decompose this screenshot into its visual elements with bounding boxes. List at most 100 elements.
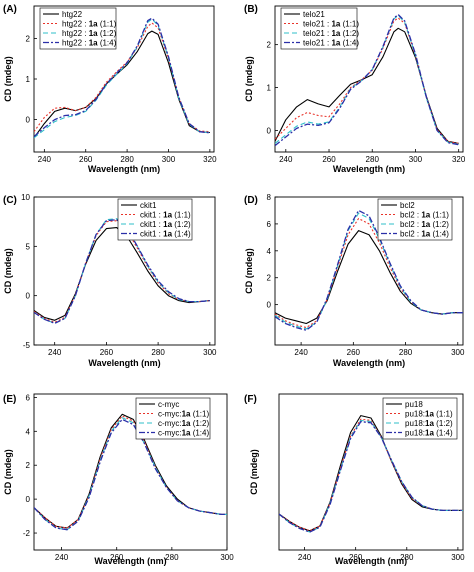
y-tick-label: 6: [267, 220, 272, 229]
panel-label: (B): [244, 4, 258, 15]
legend-entry-ratio: (1:1): [430, 211, 449, 220]
series-line-0: [34, 227, 210, 321]
legend-box: [280, 7, 358, 50]
legend-entry-ratio: (1:4): [340, 39, 359, 48]
legend-entry-ligand: 1a: [425, 419, 434, 428]
x-tick-label: 280: [400, 553, 414, 562]
legend-entry-prefix: telo21 :: [303, 20, 331, 29]
legend-entry: htg22 : 1a (1:4): [62, 39, 117, 48]
legend-entry: c-myc: [158, 400, 179, 409]
x-tick-label: 240: [298, 553, 312, 562]
legend-entry-ligand: 1a: [89, 29, 98, 38]
y-tick-label: 0: [26, 116, 31, 125]
y-tick-label: 5: [26, 242, 31, 251]
legend-entry-prefix: c-myc:: [158, 410, 182, 419]
legend-entry-ratio: (1:2): [430, 220, 449, 229]
x-tick-label: 300: [409, 155, 423, 164]
plot-frame: [33, 393, 228, 551]
legend-entry-ligand: 1a: [89, 20, 98, 29]
plot-frame: [274, 196, 464, 346]
legend-entry: ckit1 : 1a (1:4): [140, 230, 191, 239]
legend-entry-ratio: (1:2): [190, 419, 209, 428]
plot-frame: [278, 393, 464, 551]
y-tick-label: 0: [26, 495, 31, 504]
legend-entry-prefix: bcl2 :: [400, 220, 421, 229]
legend-entry: bcl2 : 1a (1:1): [400, 211, 449, 220]
legend-entry: bcl2 : 1a (1:2): [400, 220, 449, 229]
x-axis-label: Wavelength (nm): [88, 358, 160, 368]
legend-entry-prefix: pu18:: [405, 410, 425, 419]
legend-entry-prefix: ckit1 :: [140, 230, 163, 239]
y-tick-label: 2: [267, 274, 272, 283]
x-tick-label: 260: [347, 348, 361, 357]
panel-label: (C): [3, 195, 17, 206]
x-tick-label: 260: [349, 553, 363, 562]
series-line-3: [275, 13, 459, 147]
x-tick-label: 260: [322, 155, 336, 164]
legend-entry-ligand: 1a: [163, 230, 172, 239]
legend-entry: ckit1: [140, 201, 157, 210]
y-tick-label: 1: [26, 75, 31, 84]
x-tick-label: 280: [165, 553, 179, 562]
legend-entry: c-myc:1a (1:1): [158, 410, 209, 419]
legend-entry-prefix: bcl2 :: [400, 230, 421, 239]
legend-entry: bcl2: [400, 201, 415, 210]
x-tick-label: 240: [279, 155, 293, 164]
legend-entry-ratio: (1:4): [190, 429, 209, 438]
legend-entry-ratio: (1:1): [98, 20, 117, 29]
legend-entry-prefix: ckit1 :: [140, 220, 163, 229]
legend-entry-ratio: (1:4): [434, 429, 453, 438]
x-tick-label: 280: [120, 155, 134, 164]
legend-entry-ratio: (1:1): [434, 410, 453, 419]
series-line-1: [275, 217, 463, 329]
legend-entry-ligand: 1a: [182, 419, 191, 428]
legend-entry: bcl2 : 1a (1:4): [400, 230, 449, 239]
legend-entry: htg22 : 1a (1:2): [62, 29, 117, 38]
x-tick-label: 320: [452, 155, 466, 164]
series-line-2: [275, 212, 463, 330]
panel-label: (F): [244, 394, 257, 405]
y-tick-label: 2: [26, 461, 31, 470]
panel-e: 240 260 280 300 -2 0 2 4 6 Wavelength (nm) CD (mde…: [3, 393, 234, 566]
legend-entry-ligand: 1a: [163, 211, 172, 220]
legend-entry-ratio: (1:1): [340, 20, 359, 29]
series-line-1: [34, 415, 227, 529]
legend-entry-ligand: 1a: [163, 220, 172, 229]
series-group: [279, 415, 463, 533]
y-tick-label: -5: [23, 341, 31, 350]
legend-entry-ligand: 1a: [421, 230, 430, 239]
series-group: [34, 413, 227, 531]
legend-entry: pu18: [405, 400, 423, 409]
legend-entry: telo21 : 1a (1:4): [303, 39, 359, 48]
legend-entry: pu18:1a (1:4): [405, 429, 453, 438]
x-tick-label: 260: [110, 553, 124, 562]
legend-entry-ratio: (1:2): [98, 29, 117, 38]
y-tick-label: 2: [26, 34, 31, 43]
legend-entry-prefix: htg22 :: [62, 29, 89, 38]
legend-entry-prefix: c-myc:: [158, 419, 182, 428]
legend-entry-ligand: 1a: [421, 211, 430, 220]
legend-entry-ligand: 1a: [331, 39, 340, 48]
x-tick-label: 240: [48, 348, 62, 357]
legend-entry: ckit1 : 1a (1:1): [140, 211, 191, 220]
series-line-0: [275, 230, 463, 325]
legend-entry-prefix: pu18:: [405, 419, 425, 428]
x-tick-label: 260: [79, 155, 93, 164]
legend-entry-prefix: ckit1 :: [140, 211, 163, 220]
x-tick-label: 300: [162, 155, 176, 164]
legend-entry-ligand: 1a: [89, 39, 98, 48]
legend-entry-ligand: 1a: [331, 20, 340, 29]
legend-entry: telo21 : 1a (1:2): [303, 29, 359, 38]
legend-entry-prefix: telo21 :: [303, 29, 331, 38]
x-tick-label: 280: [366, 155, 380, 164]
legend-entry: telo21: [303, 10, 325, 19]
legend-entry-ratio: (1:4): [98, 39, 117, 48]
panel-label: (A): [3, 4, 17, 15]
y-tick-label: 4: [26, 427, 31, 436]
y-tick-label: 0: [26, 292, 31, 301]
legend-entry-ratio: (1:4): [172, 230, 191, 239]
